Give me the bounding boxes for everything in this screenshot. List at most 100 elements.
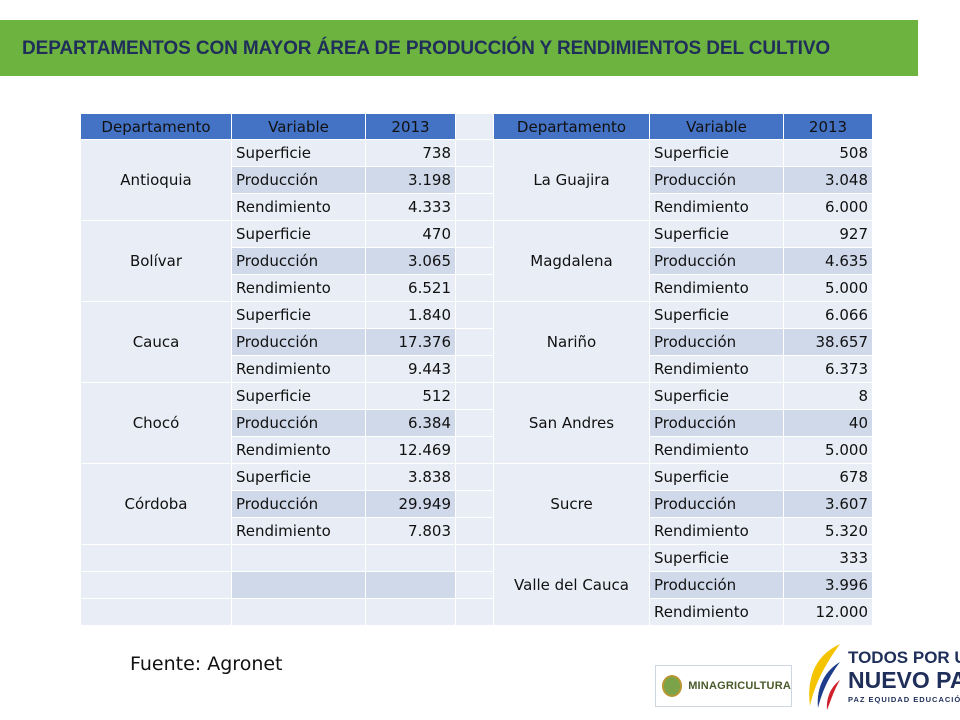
cell-variable: Rendimiento bbox=[231, 355, 366, 383]
cell-gap bbox=[455, 409, 494, 437]
cell-value: 9.443 bbox=[365, 355, 456, 383]
cell-gap bbox=[455, 166, 494, 194]
cell-gap bbox=[455, 301, 494, 329]
cell-value-right: 12.000 bbox=[783, 598, 873, 626]
cell-variable bbox=[231, 571, 366, 599]
cell-variable: Rendimiento bbox=[231, 193, 366, 221]
cell-value: 3.198 bbox=[365, 166, 456, 194]
cell-value-right: 40 bbox=[783, 409, 873, 437]
cell-variable bbox=[231, 544, 366, 572]
cell-gap bbox=[455, 571, 494, 599]
page-title: DEPARTAMENTOS CON MAYOR ÁREA DE PRODUCCI… bbox=[22, 38, 831, 59]
cell-gap bbox=[455, 274, 494, 302]
table-row: Rendimiento 12.000 bbox=[80, 598, 873, 626]
cell-variable-right: Rendimiento bbox=[649, 598, 784, 626]
cell-variable: Superficie bbox=[231, 220, 366, 248]
table-row: Valle del Cauca Superficie 333 bbox=[80, 544, 873, 626]
cell-departamento-right: La Guajira bbox=[493, 139, 650, 221]
cell-variable-right: Producción bbox=[649, 247, 784, 275]
cell-gap bbox=[455, 598, 494, 626]
table-row: Rendimiento 6.521 Rendimiento 5.000 bbox=[81, 274, 873, 302]
cell-value-right: 6.373 bbox=[783, 355, 873, 383]
table-row: Antioquia Superficie 738 La Guajira Superfic… bbox=[80, 139, 873, 221]
table-row: Producción 17.376 Producción 38.657 bbox=[81, 328, 873, 356]
cell-variable: Rendimiento bbox=[231, 436, 366, 464]
cell-value-right: 6.000 bbox=[783, 193, 873, 221]
cell-value-right: 6.066 bbox=[783, 301, 873, 329]
colombia-seal-icon bbox=[662, 675, 683, 697]
cell-variable-right: Producción bbox=[649, 409, 784, 437]
cell-gap bbox=[455, 490, 494, 518]
cell-departamento-right: Magdalena bbox=[493, 220, 650, 302]
cell-value-right: 3.996 bbox=[783, 571, 873, 599]
table-row: Córdoba Superficie 3.838 Sucre Superficie 678 bbox=[80, 463, 873, 545]
cell-departamento bbox=[80, 571, 232, 599]
cell-departamento-right: Nariño bbox=[493, 301, 650, 383]
table-row: Rendimiento 12.469 Rendimiento 5.000 bbox=[81, 436, 873, 464]
cell-value-right: 927 bbox=[783, 220, 873, 248]
cell-value-right: 3.607 bbox=[783, 490, 873, 518]
cell-gap bbox=[455, 355, 494, 383]
cell-variable: Superficie bbox=[231, 301, 366, 329]
cell-gap bbox=[455, 517, 494, 545]
cell-variable-right: Producción bbox=[649, 166, 784, 194]
cell-variable-right: Rendimiento bbox=[649, 517, 784, 545]
cell-gap bbox=[455, 193, 494, 221]
table-row: Bolívar Superficie 470 Magdalena Superficie 9… bbox=[80, 220, 873, 302]
cell-variable: Producción bbox=[231, 247, 366, 275]
cell-variable: Superficie bbox=[231, 382, 366, 410]
table-row: Cauca Superficie 1.840 Nariño Superficie 6.06… bbox=[80, 301, 873, 383]
cell-value: 738 bbox=[365, 139, 456, 167]
logo-text-line1: TODOS POR UN bbox=[848, 648, 960, 667]
cell-value: 6.384 bbox=[365, 409, 456, 437]
source-note: Fuente: Agronet bbox=[130, 653, 283, 675]
cell-departamento: Bolívar bbox=[80, 220, 232, 302]
cell-value: 1.840 bbox=[365, 301, 456, 329]
column-header-variable-right: Variable bbox=[649, 113, 784, 140]
cell-variable-right: Superficie bbox=[649, 544, 784, 572]
cell-value-right: 5.320 bbox=[783, 517, 873, 545]
cell-value: 29.949 bbox=[365, 490, 456, 518]
cell-departamento: Cauca bbox=[80, 301, 232, 383]
cell-value: 3.838 bbox=[365, 463, 456, 491]
cell-value: 12.469 bbox=[365, 436, 456, 464]
cell-gap bbox=[455, 247, 494, 275]
cell-variable-right: Rendimiento bbox=[649, 436, 784, 464]
cell-value-right: 678 bbox=[783, 463, 873, 491]
cell-variable: Producción bbox=[231, 490, 366, 518]
table-row: Rendimiento 7.803 Rendimiento 5.320 bbox=[81, 517, 873, 545]
table-row: Producción 3.996 bbox=[80, 571, 873, 599]
cell-variable-right: Superficie bbox=[649, 301, 784, 329]
minagricultura-logo: MINAGRICULTURA bbox=[655, 665, 792, 707]
cell-value-right: 8 bbox=[783, 382, 873, 410]
cell-variable bbox=[231, 598, 366, 626]
logo-text-line2: NUEVO PAÍS bbox=[848, 667, 960, 693]
cell-departamento: Córdoba bbox=[80, 463, 232, 545]
cell-variable-right: Producción bbox=[649, 328, 784, 356]
cell-departamento: Antioquia bbox=[80, 139, 232, 221]
cell-value: 512 bbox=[365, 382, 456, 410]
cell-gap bbox=[455, 436, 494, 464]
column-header-departamento: Departamento bbox=[80, 113, 232, 140]
cell-variable: Superficie bbox=[231, 139, 366, 167]
table-body: Antioquia Superficie 738 La Guajira Superfic… bbox=[80, 139, 873, 626]
cell-departamento-right: San Andres bbox=[493, 382, 650, 464]
table-row: Chocó Superficie 512 San Andres Superficie 8 bbox=[80, 382, 873, 464]
column-header-year-right: 2013 bbox=[783, 113, 873, 140]
cell-value-right: 38.657 bbox=[783, 328, 873, 356]
crop-table: Departamento Variable 2013 Departamento … bbox=[80, 113, 873, 626]
cell-variable: Producción bbox=[231, 409, 366, 437]
cell-variable: Producción bbox=[231, 328, 366, 356]
cell-variable-right: Rendimiento bbox=[649, 274, 784, 302]
cell-departamento bbox=[80, 598, 232, 626]
table-header-row: Departamento Variable 2013 Departamento … bbox=[80, 113, 873, 140]
title-bar: DEPARTAMENTOS CON MAYOR ÁREA DE PRODUCCI… bbox=[0, 20, 918, 76]
cell-departamento: Chocó bbox=[80, 382, 232, 464]
cell-gap bbox=[455, 382, 494, 410]
table-row: Producción 3.065 Producción 4.635 bbox=[81, 247, 873, 275]
cell-value-right: 508 bbox=[783, 139, 873, 167]
minagricultura-logo-text: MINAGRICULTURA bbox=[688, 680, 791, 692]
cell-variable-right: Superficie bbox=[649, 382, 784, 410]
cell-gap bbox=[455, 139, 494, 167]
cell-departamento-right: Sucre bbox=[493, 463, 650, 545]
